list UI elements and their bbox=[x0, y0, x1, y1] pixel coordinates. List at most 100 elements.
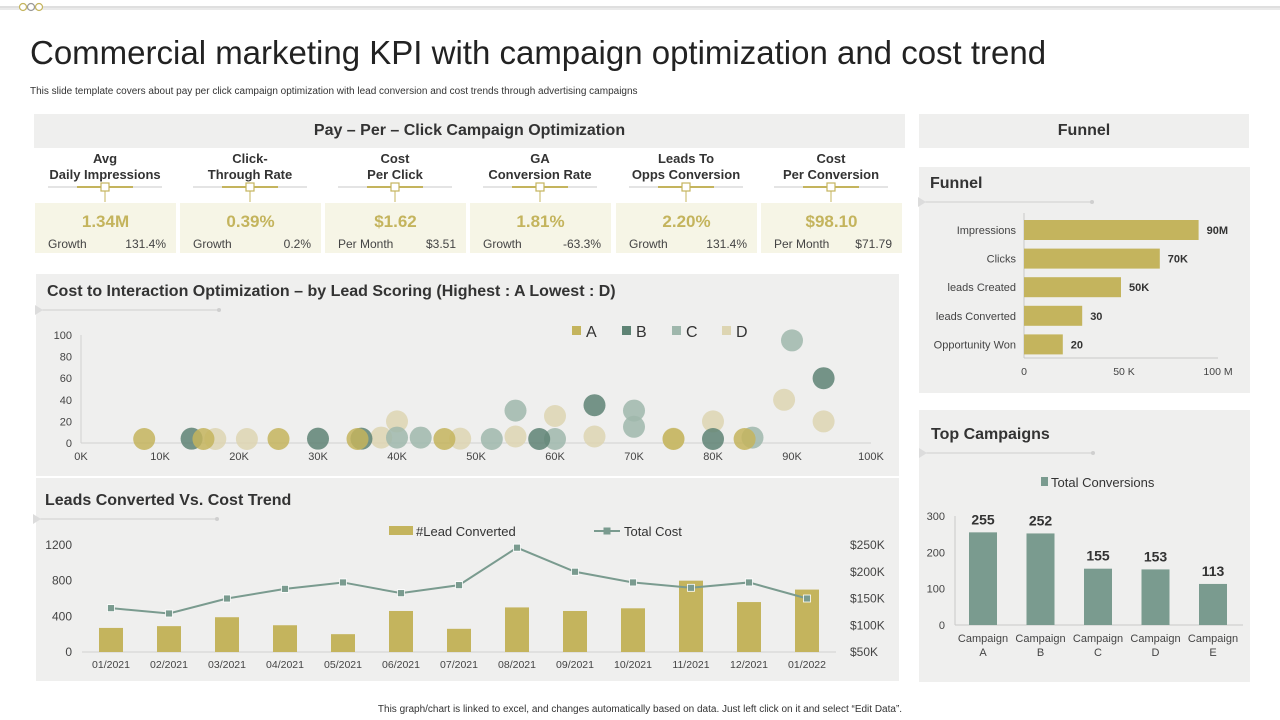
combo-x-tick: 01/2021 bbox=[92, 659, 130, 671]
combo-cost-marker bbox=[339, 578, 347, 587]
funnel-bar bbox=[1024, 334, 1063, 355]
combo-cost-marker bbox=[745, 578, 753, 587]
scatter-title: Cost to Interaction Optimization – by Le… bbox=[47, 283, 616, 300]
funnel-category-label: Clicks bbox=[987, 254, 1017, 266]
kpi-label: Cost Per Click bbox=[367, 151, 423, 182]
kpi-sub-label: Growth bbox=[48, 237, 87, 251]
campaigns-bar bbox=[1026, 533, 1055, 625]
campaigns-x-tick: Campaign bbox=[1015, 633, 1065, 645]
combo-y-right-tick: $250K bbox=[850, 538, 885, 552]
scatter-x-tick: 40K bbox=[387, 451, 407, 463]
combo-bar bbox=[563, 610, 587, 652]
campaigns-x-tick: Campaign bbox=[1073, 633, 1123, 645]
combo-x-tick: 04/2021 bbox=[266, 659, 304, 671]
combo-y-left-tick: 400 bbox=[52, 609, 72, 623]
combo-bar bbox=[505, 607, 529, 652]
scatter-legend-swatch bbox=[672, 326, 681, 335]
campaigns-data-label: 113 bbox=[1202, 563, 1225, 579]
scatter-point-d bbox=[449, 427, 472, 450]
combo-legend-bar-label: #Lead Converted bbox=[416, 524, 516, 539]
footer-note: This graph/chart is linked to excel, and… bbox=[377, 704, 903, 715]
kpi-box: $1.62 Per Month $3.51 bbox=[325, 203, 466, 253]
scatter-point-c bbox=[623, 415, 645, 438]
scatter-point-d bbox=[812, 410, 835, 433]
panel-title-arrow bbox=[33, 514, 41, 524]
scatter-x-tick: 90K bbox=[782, 451, 802, 463]
campaigns-bar bbox=[1141, 569, 1170, 625]
scatter-y-tick: 60 bbox=[60, 373, 72, 385]
kpi-sub-value: -63.3% bbox=[562, 237, 601, 251]
panel-title-dot bbox=[1090, 200, 1094, 204]
kpi-box: 2.20% Growth 131.4% bbox=[616, 203, 757, 253]
combo-x-tick: 06/2021 bbox=[382, 659, 420, 671]
page-subtitle: This slide template covers about pay per… bbox=[30, 86, 638, 97]
scatter-legend-label: B bbox=[636, 324, 647, 341]
scatter-point-d bbox=[370, 426, 393, 449]
combo-legend-bar-swatch bbox=[389, 526, 413, 535]
combo-bar bbox=[215, 617, 239, 652]
ppc-section-header: Pay – Per – Click Campaign Optimization bbox=[34, 114, 905, 148]
scatter-legend-label: A bbox=[586, 324, 597, 341]
campaigns-y-tick: 0 bbox=[939, 620, 945, 632]
campaigns-x-tick: Campaign bbox=[1130, 633, 1180, 645]
combo-cost-marker bbox=[165, 609, 173, 618]
scatter-x-tick: 0K bbox=[74, 451, 88, 463]
combo-x-tick: 09/2021 bbox=[556, 659, 594, 671]
campaigns-x-tick-letter: A bbox=[979, 647, 987, 659]
combo-cost-marker bbox=[803, 594, 811, 603]
kpi-box: $98.10 Per Month $71.79 bbox=[761, 203, 902, 253]
funnel-category-label: leads Converted bbox=[936, 311, 1016, 323]
combo-bar bbox=[157, 626, 181, 652]
kpi-sub-label: Growth bbox=[483, 237, 522, 251]
scatter-x-tick: 20K bbox=[229, 451, 249, 463]
funnel-data-label: 50K bbox=[1129, 282, 1149, 294]
combo-x-tick: 01/2022 bbox=[788, 659, 826, 671]
funnel-x-tick: 0 bbox=[1021, 366, 1027, 378]
campaigns-y-tick: 100 bbox=[927, 584, 945, 596]
scatter-point-c bbox=[781, 329, 803, 352]
kpi-label: Cost Per Conversion bbox=[782, 151, 880, 182]
combo-cost-marker bbox=[455, 581, 463, 590]
kpi-sub-value: 131.4% bbox=[706, 237, 747, 251]
scatter-point-a bbox=[192, 428, 215, 450]
scatter-x-tick: 30K bbox=[308, 451, 328, 463]
campaigns-bar bbox=[969, 532, 997, 625]
kpi-box: 0.39% Growth 0.2% bbox=[180, 203, 321, 253]
scatter-point-a bbox=[433, 428, 456, 450]
scatter-point-d bbox=[702, 410, 724, 433]
campaigns-data-label: 252 bbox=[1029, 512, 1053, 528]
combo-title: Leads Converted Vs. Cost Trend bbox=[45, 492, 291, 509]
kpi-value: $1.62 bbox=[374, 212, 417, 231]
panel-title-arrow bbox=[35, 305, 43, 315]
scatter-y-tick: 20 bbox=[60, 416, 72, 428]
kpi-label: GA Conversion Rate bbox=[488, 151, 592, 182]
combo-cost-marker bbox=[223, 594, 231, 603]
panel-title-arrow bbox=[918, 197, 926, 207]
funnel-bar bbox=[1024, 305, 1083, 326]
campaigns-data-label: 255 bbox=[971, 511, 995, 527]
kpi-sub-value: 0.2% bbox=[283, 237, 311, 251]
scatter-x-tick: 10K bbox=[150, 451, 170, 463]
combo-bar bbox=[621, 608, 645, 652]
funnel-x-tick: 100 M bbox=[1203, 366, 1232, 378]
leads-cost-chart: Leads Converted Vs. Cost Trend 0 400 800 120… bbox=[33, 492, 885, 671]
combo-y-right-tick: $150K bbox=[850, 592, 885, 606]
combo-x-tick: 11/2021 bbox=[672, 659, 709, 671]
funnel-data-label: 20 bbox=[1071, 339, 1083, 351]
combo-y-left-tick: 1200 bbox=[45, 538, 72, 552]
campaigns-bar bbox=[1199, 583, 1227, 625]
kpi-sub-label: Per Month bbox=[338, 237, 394, 251]
combo-bar bbox=[99, 627, 123, 652]
kpi-sub-value: 131.4% bbox=[125, 237, 166, 251]
scatter-point-d bbox=[544, 405, 566, 427]
campaigns-y-tick: 200 bbox=[927, 547, 945, 559]
scatter-chart: Cost to Interaction Optimization – by Le… bbox=[35, 283, 885, 463]
page-title: Commercial marketing KPI with campaign o… bbox=[30, 34, 1047, 71]
scatter-y-tick: 0 bbox=[66, 438, 72, 450]
combo-x-tick: 10/2021 bbox=[614, 659, 652, 671]
panel-title-dot bbox=[215, 517, 219, 521]
scatter-point-c bbox=[504, 399, 527, 422]
scatter-point-b bbox=[528, 428, 551, 450]
scatter-x-tick: 70K bbox=[624, 451, 644, 463]
combo-x-tick: 05/2021 bbox=[324, 659, 362, 671]
